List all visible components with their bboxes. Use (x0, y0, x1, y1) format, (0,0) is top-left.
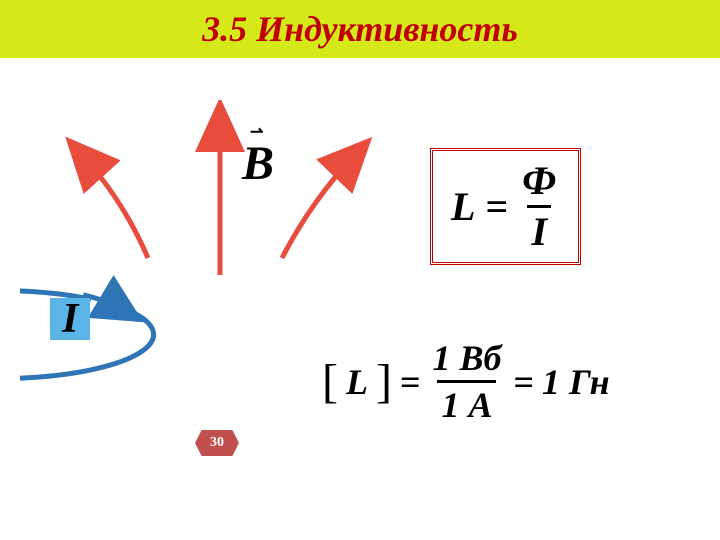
section-title: 3.5 Индуктивность (202, 8, 518, 50)
unit-formula: [ L ] = 1 Вб 1 А = 1 Гн (322, 340, 610, 423)
b-field-left-arrow (82, 155, 148, 258)
b-field-right-arrow (282, 155, 355, 258)
current-label: I (50, 298, 90, 340)
unit-fraction: 1 Вб 1 А (428, 340, 505, 423)
vector-arrow-icon: ⇀ (250, 122, 263, 142)
inductance-formula-box: L = Ф I (430, 148, 581, 265)
title-bar: 3.5 Индуктивность (0, 0, 720, 58)
inductance-formula: L = Ф I (451, 161, 560, 252)
slide-number-badge: 30 (195, 430, 239, 456)
flux-over-current-fraction: Ф I (518, 161, 560, 252)
b-vector-label: ⇀ B (242, 136, 274, 191)
